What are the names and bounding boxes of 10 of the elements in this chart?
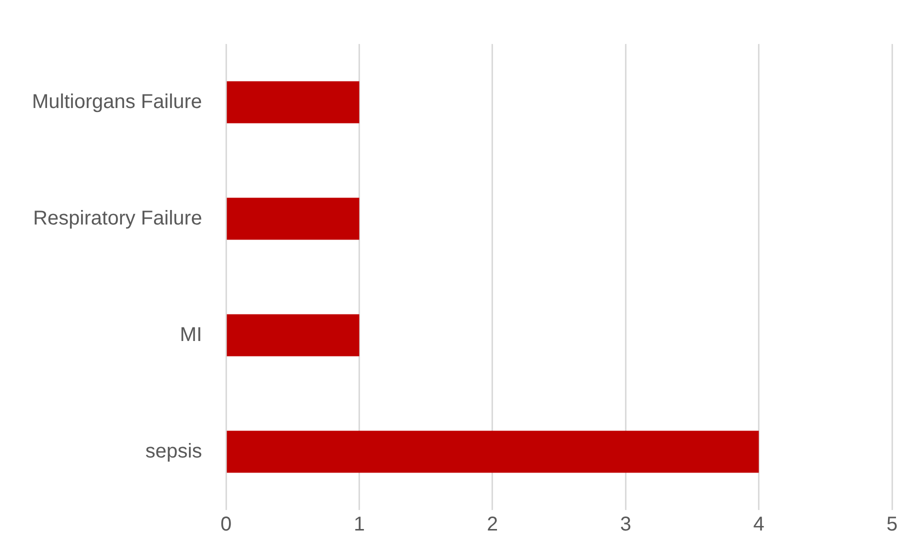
x-tick-label: 2 [486,514,498,536]
x-tick-label: 1 [354,514,365,536]
x-tick-label: 3 [620,514,632,536]
x-tick-label: 4 [753,514,764,536]
x-tick-label: 0 [220,514,232,536]
y-tick-label: MI [180,324,202,346]
y-tick-label: sepsis [145,440,202,462]
x-tick-label: 5 [886,514,898,536]
y-tick-label: Respiratory Failure [33,207,202,230]
y-tick-label: Multiorgans Failure [32,90,202,113]
